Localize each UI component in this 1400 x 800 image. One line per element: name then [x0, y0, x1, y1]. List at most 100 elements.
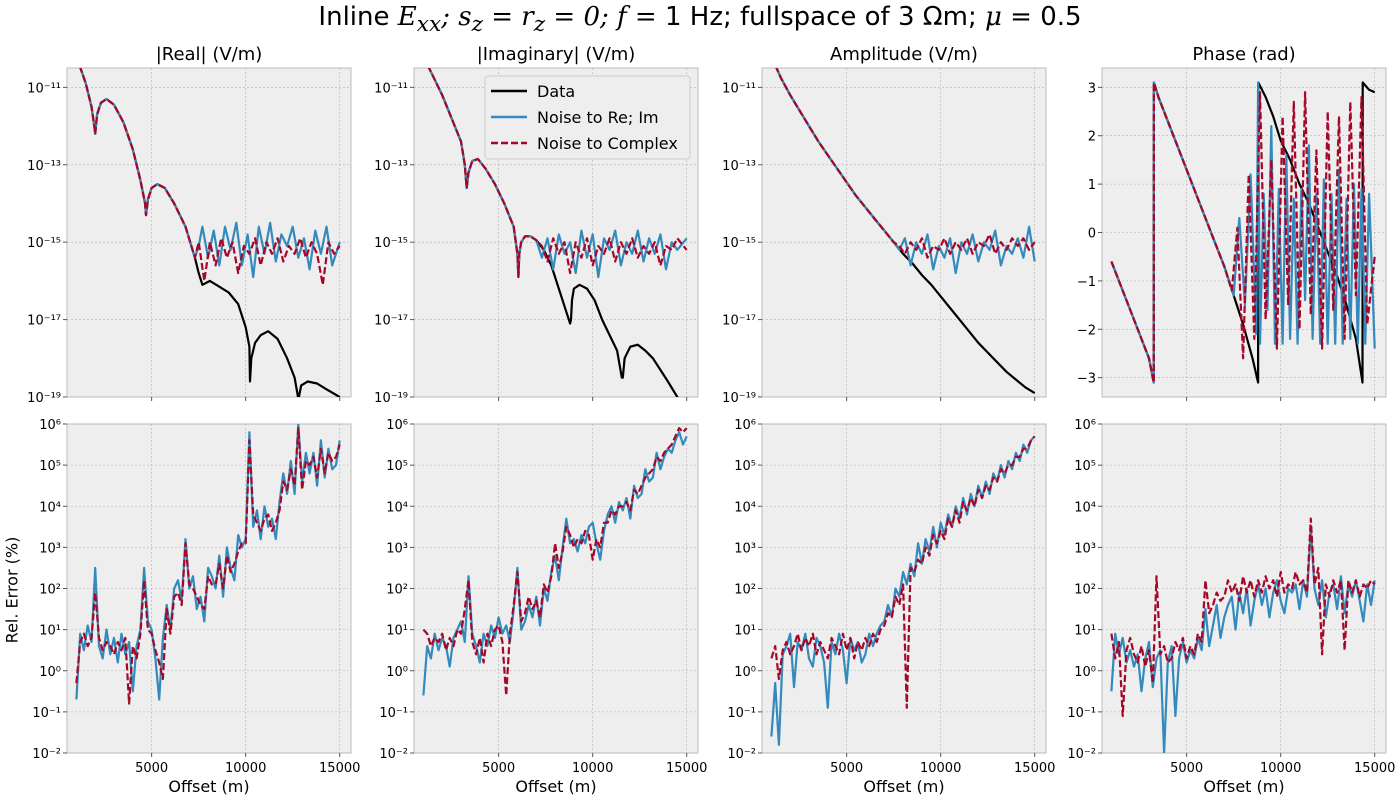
legend-label: Noise to Complex: [537, 134, 678, 153]
y-tick-label: 10⁵: [386, 459, 408, 474]
legend-box: [484, 75, 691, 160]
y-tick-label: 10¹: [1074, 624, 1096, 639]
y-tick-label: 10⁻¹: [379, 706, 408, 721]
y-tick-label: 10⁵: [1074, 459, 1096, 474]
y-tick-label: 10¹: [386, 624, 408, 639]
x-axis-label: Offset (m): [863, 777, 944, 796]
y-tick-label: −2: [1077, 323, 1096, 338]
y-tick-label: 10³: [734, 541, 756, 556]
x-tick-label: 10000: [572, 761, 613, 776]
y-tick-label: 10⁻¹⁷: [374, 314, 408, 329]
omega-symbol: Ω: [922, 2, 943, 32]
y-tick-label: 10⁻¹: [1067, 706, 1096, 721]
y-tick-label: 10⁻¹⁵: [722, 236, 756, 251]
y-tick-label: 10⁴: [386, 500, 408, 515]
mu-value: = 0.5: [1001, 2, 1082, 32]
y-tick-label: 10⁻¹¹: [27, 81, 61, 96]
series-line: [422, 431, 688, 696]
panel-title: |Imaginary| (V/m): [477, 44, 636, 65]
y-tick-label: 3: [1088, 81, 1096, 96]
y-tick-label: 10⁶: [1074, 418, 1096, 433]
x-tick-label: 5000: [482, 761, 515, 776]
y-tick-label: 10⁻¹¹: [722, 81, 756, 96]
y-tick-label: 10²: [734, 583, 756, 598]
x-axis-label: Offset (m): [168, 777, 249, 796]
y-tick-label: 10⁻¹³: [374, 159, 408, 174]
series-line: [427, 68, 688, 279]
depth-eq: = r: [482, 2, 534, 32]
mu-symbol: μ: [985, 2, 1002, 32]
y-tick-label: −1: [1077, 275, 1096, 290]
y-tick-label: 10⁴: [39, 500, 61, 515]
x-tick-label: 5000: [830, 761, 863, 776]
depth-sub-1: z: [471, 12, 483, 38]
y-tick-label: 10⁴: [734, 500, 756, 515]
y-tick-label: −3: [1077, 372, 1096, 387]
y-tick-label: 10⁶: [39, 418, 61, 433]
x-tick-label: 10000: [225, 761, 266, 776]
series-line: [1110, 81, 1376, 384]
axes-background: [66, 67, 352, 398]
y-tick-label: 10³: [39, 541, 61, 556]
x-tick-label: 5000: [1170, 761, 1203, 776]
x-tick-label: 15000: [666, 761, 707, 776]
series-line: [775, 68, 1036, 259]
x-tick-label: 15000: [1014, 761, 1055, 776]
freq-value: 1 Hz; fullspace of 3: [664, 2, 923, 32]
series-line: [770, 435, 1036, 709]
y-tick-label: 10⁻¹⁹: [374, 391, 408, 406]
y-tick-label: 10¹: [734, 624, 756, 639]
axes-background: [761, 67, 1047, 398]
title-prefix: Inline: [318, 2, 398, 32]
y-tick-label: 10²: [39, 583, 61, 598]
x-tick-label: 15000: [319, 761, 360, 776]
y-tick-label: 10⁻²: [379, 747, 408, 762]
field-subscript: xx: [416, 12, 442, 38]
y-tick-label: 10⁰: [734, 665, 756, 680]
y-tick-label: 10⁻¹⁷: [722, 314, 756, 329]
depth-sub-2: z: [533, 12, 546, 38]
panel-title: |Real| (V/m): [156, 44, 263, 65]
y-tick-label: 10³: [1074, 541, 1096, 556]
panel-title: Amplitude (V/m): [830, 44, 978, 65]
y-tick-label: 10⁻¹: [727, 706, 756, 721]
y-tick-label: 1: [1088, 178, 1096, 193]
y-tick-label: 10²: [386, 583, 408, 598]
y-tick-label: 10⁰: [39, 665, 61, 680]
y-tick-label: 10⁻¹⁹: [27, 391, 61, 406]
x-tick-label: 10000: [1260, 761, 1301, 776]
y-tick-label: 10⁵: [39, 459, 61, 474]
legend-label: Data: [537, 82, 575, 101]
y-tick-label: 10⁻¹³: [27, 159, 61, 174]
y-tick-label: 10⁻²: [1067, 747, 1096, 762]
y-tick-label: 10⁻¹⁵: [27, 236, 61, 251]
depth-part: ; s: [441, 2, 472, 32]
y-tick-label: 10⁵: [734, 459, 756, 474]
figure-title: Inline Exx; sz = rz = 0; f = 1 Hz; fulls…: [0, 2, 1400, 37]
y-tick-label: 2: [1088, 130, 1096, 145]
y-tick-label: 10⁻¹⁹: [722, 391, 756, 406]
y-tick-label: 10⁻¹³: [722, 159, 756, 174]
y-tick-label: 0: [1088, 227, 1096, 242]
y-tick-label: 10⁻²: [727, 747, 756, 762]
x-tick-label: 5000: [135, 761, 168, 776]
x-tick-label: 10000: [920, 761, 961, 776]
y-tick-label: 10¹: [39, 624, 61, 639]
y-tick-label: 10⁰: [1074, 665, 1096, 680]
y-tick-label: 10⁶: [386, 418, 408, 433]
x-tick-label: 15000: [1354, 761, 1395, 776]
y-tick-label: 10²: [1074, 583, 1096, 598]
y-tick-label: 10⁻²: [32, 747, 61, 762]
series-line: [1110, 517, 1376, 718]
y-tick-label: 10⁰: [386, 665, 408, 680]
panel-title: Phase (rad): [1192, 44, 1295, 65]
series-line: [775, 68, 1036, 275]
y-tick-label: 10⁻¹⁵: [374, 236, 408, 251]
y-tick-label: 10⁶: [734, 418, 756, 433]
y-tick-label: 10⁻¹: [32, 706, 61, 721]
y-tick-label: 10³: [386, 541, 408, 556]
x-axis-label: Offset (m): [1203, 777, 1284, 796]
y-tick-label: 10⁴: [1074, 500, 1096, 515]
series-line: [79, 68, 341, 286]
